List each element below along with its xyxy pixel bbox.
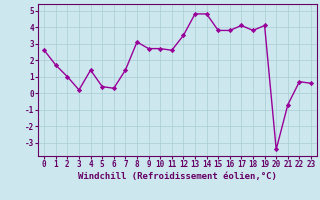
X-axis label: Windchill (Refroidissement éolien,°C): Windchill (Refroidissement éolien,°C) — [78, 172, 277, 181]
